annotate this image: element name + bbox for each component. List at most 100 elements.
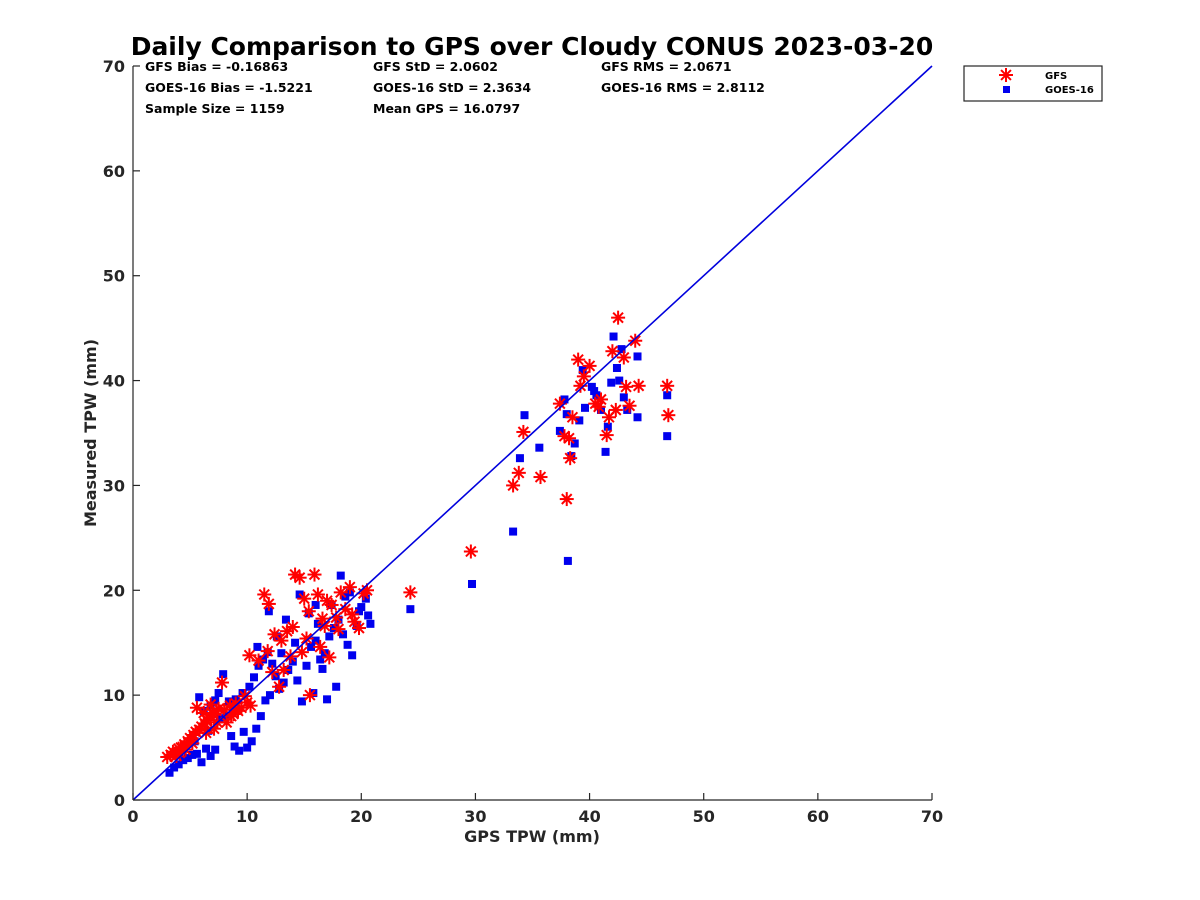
goes-16-point [211, 745, 220, 754]
legend: GFS GOES-16 [963, 65, 1103, 102]
goes-16-point [332, 682, 341, 691]
gfs-point [562, 431, 577, 446]
goes-16-point [575, 416, 584, 425]
goes-16-point [601, 447, 610, 456]
goes-16-point [406, 605, 415, 614]
y-tick-label: 0 [114, 791, 125, 810]
gfs-point [628, 333, 643, 348]
gfs-point [631, 378, 646, 393]
gfs-point [345, 607, 360, 622]
legend-goes-label: GOES-16 [1045, 85, 1094, 96]
goes-16-point [219, 670, 228, 679]
gfs-point [516, 424, 531, 439]
goes-16-point [188, 750, 197, 759]
goes-16-point [325, 632, 334, 641]
y-tick-label: 40 [103, 372, 125, 391]
gfs-point [215, 675, 230, 690]
gfs-point [219, 715, 234, 730]
goes-16-point [165, 768, 174, 777]
gfs-point [297, 591, 312, 606]
gfs-point [616, 350, 631, 365]
goes-16-point [170, 763, 179, 772]
goes-16-point [291, 638, 300, 647]
gfs-point [310, 587, 325, 602]
gfs-point [307, 567, 322, 582]
gfs-point [301, 604, 316, 619]
goes-16-point [633, 352, 642, 361]
goes-16-point [245, 682, 254, 691]
goes-16-point [311, 600, 320, 609]
goes-16-point [197, 758, 206, 767]
x-tick-label: 20 [350, 807, 372, 826]
gfs-point [608, 402, 623, 417]
legend-gfs-asterisk [999, 68, 1013, 82]
gfs-point [403, 585, 418, 600]
goes-16-point [302, 661, 311, 670]
goes-16-point [590, 387, 599, 396]
gfs-point [302, 688, 317, 703]
gfs-point [285, 619, 300, 634]
stat-gfs-rms: GFS RMS = 2.0671 [601, 59, 732, 74]
x-tick-label: 70 [921, 807, 943, 826]
goes-16-point [366, 619, 375, 628]
gfs-point [463, 544, 478, 559]
gfs-point [299, 631, 314, 646]
goes-16-point [357, 603, 366, 612]
gfs-point [563, 451, 578, 466]
gfs-point [324, 597, 339, 612]
gfs-point [251, 653, 266, 668]
axis-ticks: 0 10 20 30 40 50 60 70 0 10 20 30 40 50 60 70 [103, 57, 943, 826]
goes-16-point [202, 744, 211, 753]
x-tick-label: 40 [578, 807, 600, 826]
x-tick-label: 60 [807, 807, 829, 826]
goes-16-point [288, 657, 297, 666]
goes-16-point [281, 615, 290, 624]
goes-16-point [297, 697, 306, 706]
gfs-point [207, 721, 222, 736]
axes [132, 66, 932, 801]
gfs-point [619, 379, 634, 394]
gfs-point [274, 633, 289, 648]
goes-16-point [570, 439, 579, 448]
x-tick-label: 10 [236, 807, 258, 826]
y-tick-label: 20 [103, 581, 125, 600]
goes-16-point [249, 673, 258, 682]
x-tick-label: 30 [464, 807, 486, 826]
goes-16-point [355, 607, 364, 616]
goes-16-point [336, 571, 345, 580]
gfs-point [322, 650, 337, 665]
goes-16-point [515, 454, 524, 463]
goes-16-point [252, 724, 261, 733]
y-tick-label: 60 [103, 162, 125, 181]
gfs-point [243, 698, 258, 713]
gfs-point [352, 621, 367, 636]
y-tick-label: 70 [103, 57, 125, 76]
goes-16-point [509, 527, 518, 536]
gfs-point [331, 622, 346, 637]
goes-16-point [259, 655, 268, 664]
goes-16-point [663, 432, 672, 441]
goes-16-point [609, 332, 618, 341]
gfs-point [226, 707, 241, 722]
stat-gfs-std: GFS StD = 2.0602 [373, 59, 498, 74]
goes-16-point [247, 737, 256, 746]
goes-16-point [343, 640, 352, 649]
goes-16-point [174, 760, 183, 769]
gfs-point [559, 492, 574, 507]
gfs-point [661, 408, 676, 423]
stat-sample-size: Sample Size = 1159 [145, 101, 285, 116]
gfs-point [203, 697, 218, 712]
goes-16-point [239, 727, 248, 736]
stat-goes-std: GOES-16 StD = 2.3634 [373, 80, 531, 95]
statistics-block: GFS Bias = -0.16863 GFS StD = 2.0602 GFS… [145, 59, 765, 116]
goes-16-point [243, 743, 252, 752]
goes-16-point [615, 376, 624, 385]
y-axis-label: Measured TPW (mm) [81, 339, 100, 527]
legend-gfs-label: GFS [1045, 71, 1067, 82]
gfs-point [660, 378, 675, 393]
gfs-point [196, 705, 211, 720]
goes-16-point [192, 749, 201, 758]
goes-16-point [277, 649, 286, 658]
goes-16-point [535, 443, 544, 452]
goes-16-point [215, 714, 224, 723]
